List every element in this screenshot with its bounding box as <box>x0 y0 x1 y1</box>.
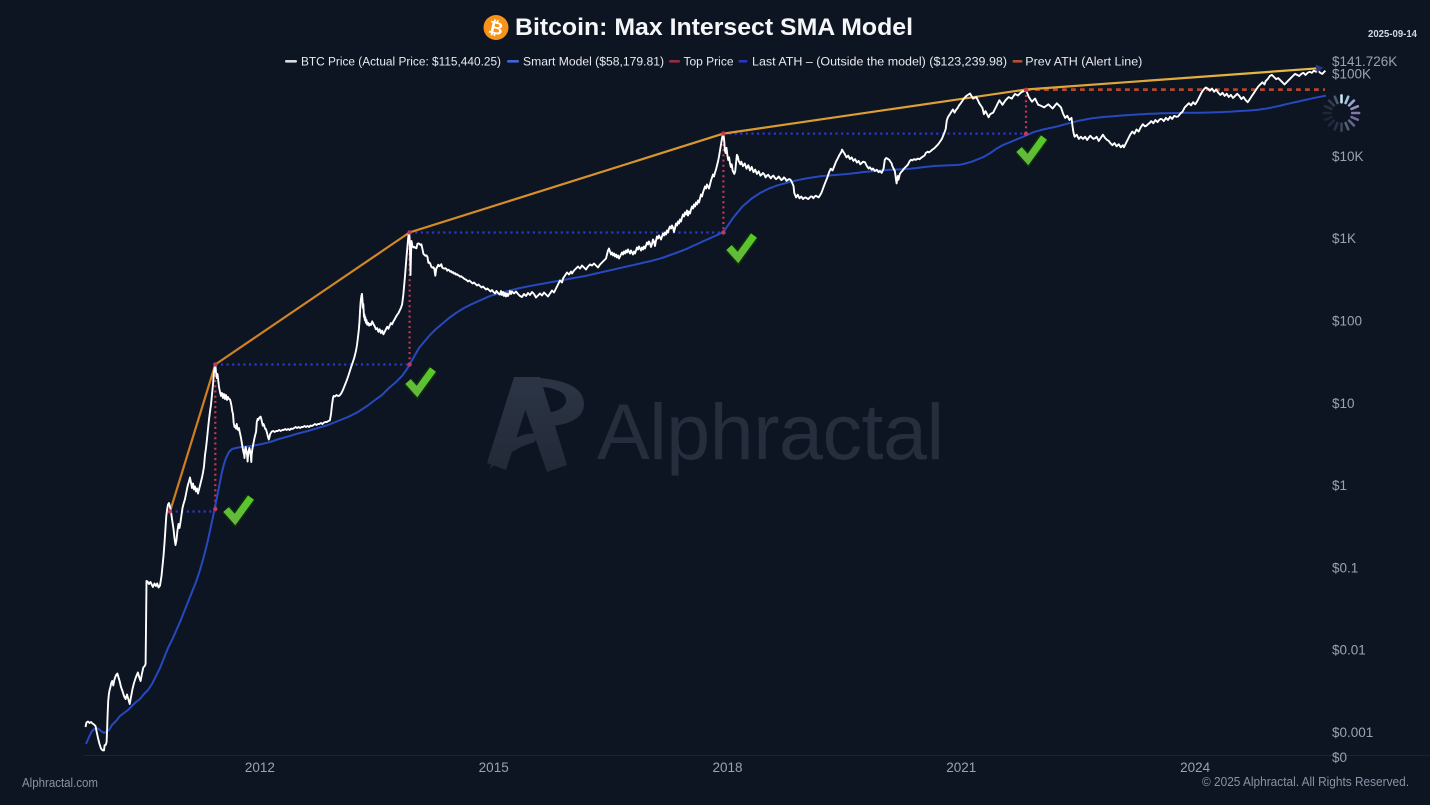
svg-text:2015: 2015 <box>479 760 509 775</box>
svg-text:2024: 2024 <box>1180 760 1211 775</box>
svg-text:$0.001: $0.001 <box>1332 725 1373 740</box>
svg-text:$0.01: $0.01 <box>1332 643 1366 658</box>
svg-text:Smart Model ($58,179.81): Smart Model ($58,179.81) <box>523 55 664 69</box>
svg-text:© 2025 Alphractal. All Rights: © 2025 Alphractal. All Rights Reserved. <box>1202 774 1409 789</box>
svg-text:Alphractal.com: Alphractal.com <box>22 775 98 790</box>
svg-text:$1: $1 <box>1332 478 1347 493</box>
svg-text:$10: $10 <box>1332 396 1355 411</box>
svg-text:2021: 2021 <box>946 760 976 775</box>
svg-text:₿: ₿ <box>487 17 505 40</box>
svg-text:2025-09-14: 2025-09-14 <box>1368 28 1417 40</box>
svg-text:Last ATH – (Outside the model): Last ATH – (Outside the model) ($123,239… <box>752 55 1007 69</box>
svg-text:2012: 2012 <box>245 760 275 775</box>
svg-text:BTC Price (Actual Price: $115,: BTC Price (Actual Price: $115,440.25) <box>301 55 501 69</box>
svg-text:$1K: $1K <box>1332 231 1356 246</box>
svg-text:$10K: $10K <box>1332 149 1364 164</box>
svg-text:$100: $100 <box>1332 314 1362 329</box>
svg-text:2018: 2018 <box>712 760 742 775</box>
svg-text:$100K: $100K <box>1332 67 1371 82</box>
svg-text:Alphractal: Alphractal <box>597 387 942 476</box>
svg-text:Bitcoin: Max Intersect SMA Mod: Bitcoin: Max Intersect SMA Model <box>515 14 913 41</box>
svg-text:$141.726K: $141.726K <box>1332 54 1397 69</box>
svg-text:Prev ATH (Alert Line): Prev ATH (Alert Line) <box>1025 55 1142 69</box>
svg-text:$0.1: $0.1 <box>1332 561 1358 576</box>
svg-text:$0: $0 <box>1332 750 1347 765</box>
svg-text:Top Price: Top Price <box>684 55 734 69</box>
